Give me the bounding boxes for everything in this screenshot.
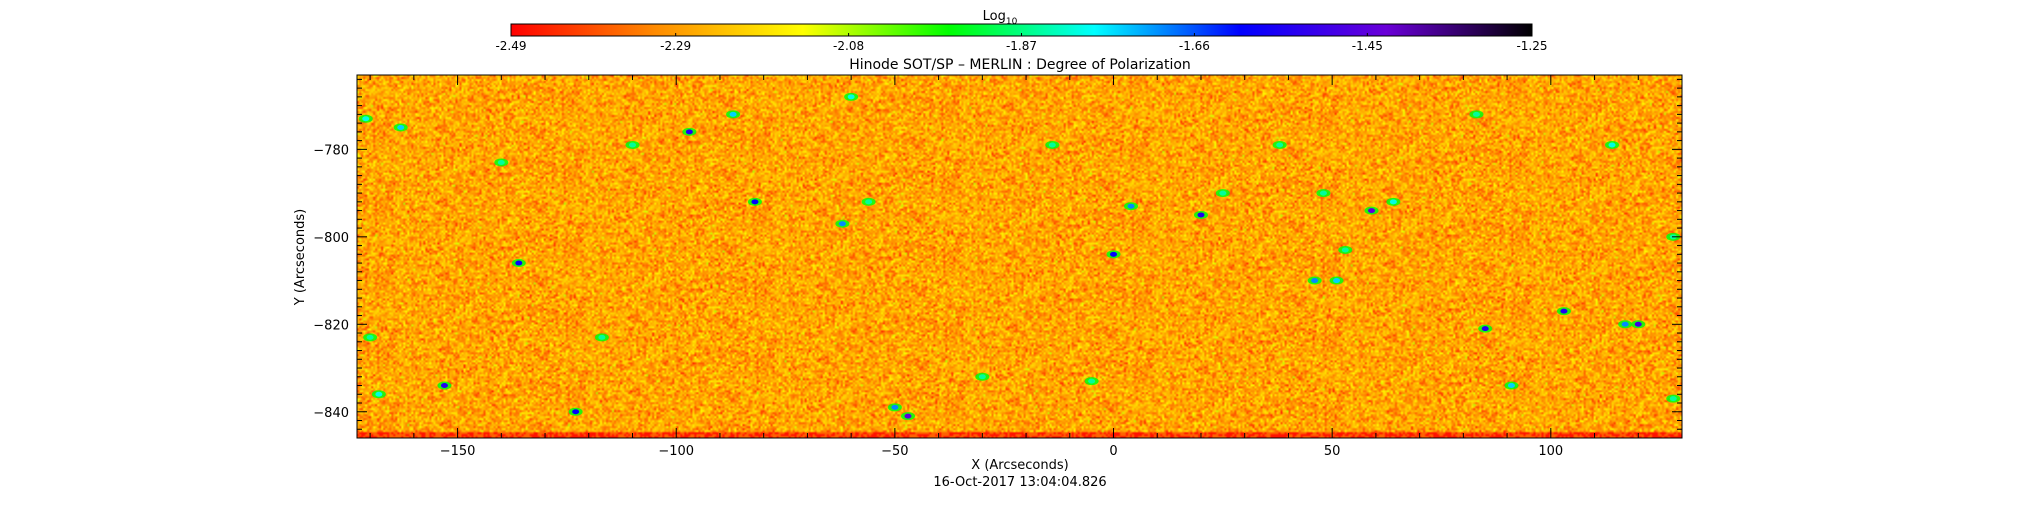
x-tick-label: 0 xyxy=(1109,444,1117,459)
heatmap-image xyxy=(357,75,1682,438)
y-axis-label: Y (Arcseconds) xyxy=(293,209,308,306)
feature-core xyxy=(440,383,448,389)
y-tick-label: −800 xyxy=(313,231,349,246)
timestamp: 16-Oct-2017 13:04:04.826 xyxy=(933,475,1106,490)
feature-core xyxy=(1219,190,1227,196)
feature-core xyxy=(1560,308,1568,314)
feature-core xyxy=(685,129,693,135)
colorbar-tick-label: -2.49 xyxy=(495,39,526,53)
feature-core xyxy=(1669,396,1677,402)
colorbar-tick-label: -1.25 xyxy=(1516,39,1547,53)
feature-core xyxy=(1634,321,1642,327)
feature-core xyxy=(1311,278,1319,284)
y-tick-label: −820 xyxy=(313,318,349,333)
colorbar-tick-label: -2.08 xyxy=(833,39,864,53)
feature-core xyxy=(847,94,855,100)
colorbar-tick-label: -1.66 xyxy=(1179,39,1210,53)
feature-core xyxy=(572,409,580,415)
colorbar: Log10 -2.49 -2.29 -2.08 -1.87 -1.66 -1.45 -1.2… xyxy=(495,9,1547,53)
colorbar-label-main: Log xyxy=(983,9,1006,24)
feature-core xyxy=(1127,203,1135,209)
feature-core xyxy=(362,116,370,122)
x-tick-label: −50 xyxy=(881,444,908,459)
colorbar-tick-label: -1.45 xyxy=(1352,39,1383,53)
feature-core xyxy=(628,142,636,148)
feature-core xyxy=(1319,190,1327,196)
plot-frame xyxy=(356,74,1683,439)
feature-core xyxy=(1608,142,1616,148)
feature-core xyxy=(865,199,873,205)
x-tick-label: 100 xyxy=(1538,444,1563,459)
y-axis-ticks: −780 −800 −820 −840 xyxy=(313,78,1682,439)
x-tick-label: 50 xyxy=(1324,444,1341,459)
x-tick-label: −150 xyxy=(440,444,476,459)
x-axis-ticks: −150 −100 −50 0 50 100 xyxy=(369,75,1683,459)
y-tick-label: −840 xyxy=(313,406,349,421)
colorbar-label-sub: 10 xyxy=(1006,17,1018,27)
feature-core xyxy=(598,334,606,340)
feature-core xyxy=(375,391,383,397)
feature-core xyxy=(1048,142,1056,148)
polarization-features xyxy=(358,92,1681,421)
feature-core xyxy=(497,159,505,165)
feature-core xyxy=(515,260,523,266)
feature-core xyxy=(1110,251,1118,257)
plot-area: −150 −100 −50 0 50 100 −780 −800 −820 −840 xyxy=(313,74,1683,459)
feature-core xyxy=(891,404,899,410)
feature-core xyxy=(729,111,737,117)
y-tick-label: −780 xyxy=(313,143,349,158)
feature-core xyxy=(838,221,846,227)
feature-core xyxy=(1088,378,1096,384)
feature-core xyxy=(1276,142,1284,148)
chart-title: Hinode SOT/SP – MERLIN : Degree of Polar… xyxy=(849,57,1191,73)
feature-core xyxy=(1621,321,1629,327)
x-axis-label: X (Arcseconds) xyxy=(971,458,1068,473)
colorbar-ticks: -2.49 -2.29 -2.08 -1.87 -1.66 -1.45 -1.25 xyxy=(495,33,1548,53)
colorbar-tick-label: -1.87 xyxy=(1006,39,1037,53)
feature-core xyxy=(397,124,405,130)
colorbar-tick-label: -2.29 xyxy=(660,39,691,53)
feature-core xyxy=(1368,208,1376,214)
feature-core xyxy=(1481,326,1489,332)
feature-core xyxy=(1333,278,1341,284)
feature-core xyxy=(751,199,759,205)
feature-core xyxy=(366,334,374,340)
x-tick-label: −100 xyxy=(658,444,694,459)
feature-core xyxy=(1341,247,1349,253)
feature-core xyxy=(1197,212,1205,218)
feature-core xyxy=(1507,383,1515,389)
feature-core xyxy=(978,374,986,380)
feature-core xyxy=(904,413,912,419)
feature-core xyxy=(1472,111,1480,117)
colorbar-label: Log10 xyxy=(983,9,1018,27)
feature-core xyxy=(1389,199,1397,205)
